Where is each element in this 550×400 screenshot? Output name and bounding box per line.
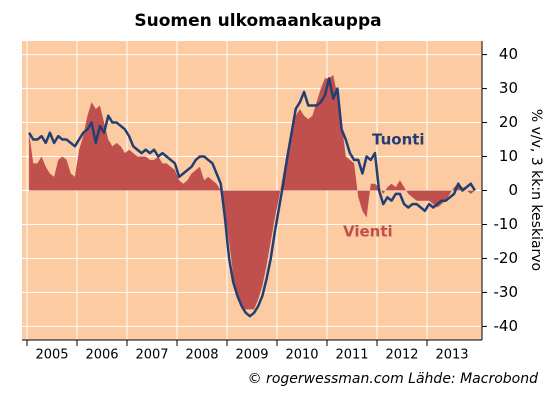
x-tick-label: 2006	[85, 348, 118, 363]
y-tick-label: -40	[494, 317, 519, 335]
y-tick-label: 0	[508, 181, 518, 199]
area	[29, 74, 475, 310]
y-tick-label: -30	[494, 283, 519, 301]
y-axis-label: % v/v, 3 kk:n keskiarvo	[528, 109, 544, 271]
x-tick-label: 2007	[135, 348, 168, 363]
y-tick-label: -10	[494, 215, 519, 233]
x-tick-label: 2009	[235, 348, 268, 363]
x-tick-label: 2011	[335, 348, 368, 363]
legend-label: Tuonti	[372, 131, 425, 149]
x-tick-label: 2013	[435, 348, 468, 363]
y-tick-label: 20	[499, 113, 518, 131]
footer: © rogerwessman.com Lähde: Macrobond	[248, 371, 538, 387]
x-tick-label: 2010	[285, 348, 318, 363]
legend-label: Vienti	[343, 223, 393, 241]
x-tick-label: 2012	[385, 348, 418, 363]
x-tick-label: 2005	[35, 348, 68, 363]
x-tick-label: 2008	[185, 348, 218, 363]
y-tick-label: -20	[494, 249, 519, 267]
y-tick-label: 40	[499, 45, 518, 63]
chart-title: Suomen ulkomaankauppa	[134, 11, 381, 31]
y-tick-label: 30	[499, 79, 518, 97]
y-tick-label: 10	[499, 147, 518, 165]
line	[28, 77, 476, 318]
